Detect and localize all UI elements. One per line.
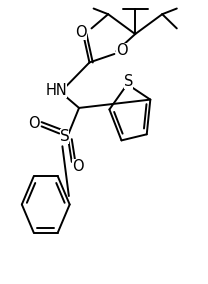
Text: O: O [75, 25, 87, 40]
Text: S: S [124, 74, 133, 89]
Text: O: O [28, 116, 40, 131]
Text: O: O [72, 159, 84, 174]
Text: HN: HN [45, 83, 67, 98]
Text: S: S [60, 129, 69, 144]
Text: O: O [116, 43, 128, 58]
